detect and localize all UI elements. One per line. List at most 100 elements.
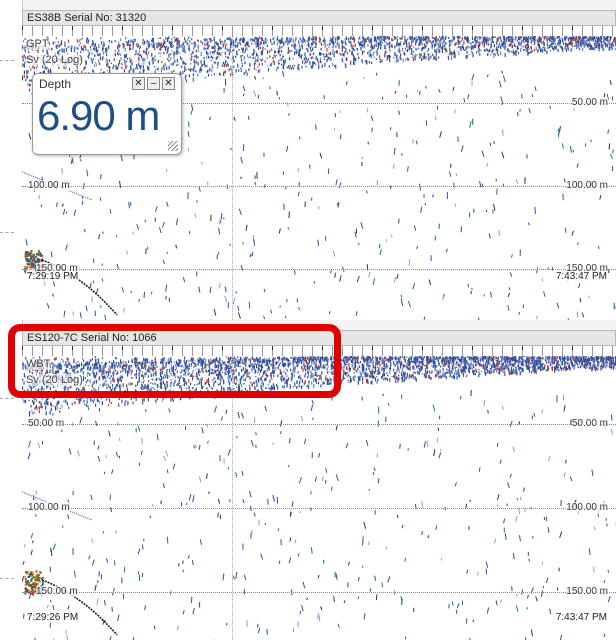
echo-mark [548, 36, 550, 40]
left-strip [0, 0, 23, 640]
echo-target [376, 180, 378, 186]
echo-mark [211, 74, 213, 76]
echo-mark [236, 51, 238, 55]
echo-target [269, 86, 271, 90]
echo-target [549, 105, 552, 109]
echo-target [443, 293, 445, 298]
echo-mark [397, 362, 399, 366]
echo-mark [379, 39, 381, 43]
echo-mark [132, 40, 134, 44]
echo-mark [301, 54, 303, 57]
echo-mark [417, 54, 419, 56]
echo-mark [197, 73, 199, 76]
echo-mark [341, 48, 343, 53]
echo-mark [77, 47, 79, 50]
echo-mark [79, 39, 81, 41]
echo-mark [125, 363, 127, 367]
echo-mark [36, 406, 38, 411]
echo-mark [342, 40, 344, 44]
echo-mark [540, 38, 542, 41]
echo-target [175, 218, 179, 226]
echogram-panel-es38b[interactable]: ES38B Serial No: 31320 GPT Sv (20 Log) 1… [22, 10, 616, 320]
echo-mark [369, 370, 371, 373]
echo-mark [560, 39, 562, 43]
echo-mark [377, 37, 379, 40]
echo-mark [421, 43, 423, 46]
echo-mark [177, 383, 179, 386]
echo-target [502, 129, 504, 136]
echo-mark [120, 38, 122, 42]
echo-target [467, 94, 470, 100]
echo-mark [248, 68, 250, 72]
echo-mark [99, 57, 101, 59]
echo-mark [118, 376, 121, 381]
echo-mark [126, 388, 129, 392]
echo-mark [568, 42, 570, 45]
echo-mark [47, 68, 49, 72]
echo-mark [220, 378, 222, 382]
echo-mark [42, 48, 44, 53]
echo-mark [186, 43, 188, 45]
echo-mark [273, 54, 275, 57]
echo-mark [313, 38, 315, 40]
echo-target [213, 308, 217, 316]
echo-mark [535, 370, 537, 375]
echo-mark [151, 43, 153, 46]
echo-mark [322, 40, 324, 43]
echo-mark [343, 53, 345, 57]
echo-target [378, 244, 381, 249]
echo-mark [481, 41, 483, 45]
echogram-view[interactable] [22, 10, 616, 320]
echo-mark [602, 365, 604, 367]
echo-mark [209, 52, 212, 55]
echo-mark [152, 387, 155, 389]
echo-target [138, 298, 141, 302]
echo-mark [489, 44, 491, 46]
echo-mark [129, 57, 131, 60]
echo-mark [193, 59, 195, 63]
echo-mark [431, 43, 433, 48]
echo-mark [527, 45, 529, 48]
echo-target [288, 211, 290, 219]
echo-mark [274, 55, 276, 58]
echo-target [128, 202, 130, 209]
echo-mark [424, 46, 427, 49]
echo-target [389, 127, 392, 131]
echo-mark [377, 42, 379, 45]
echo-mark [370, 38, 372, 43]
echo-mark [585, 39, 587, 42]
echo-target [242, 242, 244, 245]
echo-mark [604, 42, 606, 45]
echo-mark [259, 58, 261, 61]
echo-mark [90, 57, 92, 62]
echo-mark [396, 36, 398, 38]
echo-mark [72, 369, 74, 372]
echo-mark [257, 54, 259, 59]
echogram-view[interactable] [22, 330, 616, 640]
echo-mark [466, 362, 468, 364]
echo-mark [365, 379, 367, 383]
echo-mark [261, 58, 263, 61]
echo-mark [85, 61, 87, 65]
echo-mark [134, 54, 136, 56]
echo-mark [475, 43, 477, 48]
echo-target [405, 94, 408, 98]
echo-mark [565, 48, 568, 52]
echogram-panel-es120[interactable]: ES120-7C Serial No: 1066 WBT Sv (20 Log)… [22, 330, 616, 640]
echo-mark [59, 363, 61, 368]
echo-mark [498, 360, 500, 365]
echo-mark [261, 51, 263, 53]
echo-mark [174, 51, 176, 55]
echo-mark [51, 391, 53, 395]
echo-mark [358, 42, 361, 46]
echo-mark [614, 38, 616, 42]
echo-mark [415, 39, 418, 43]
echo-mark [224, 47, 226, 50]
echo-mark [152, 37, 154, 42]
echo-mark [321, 371, 323, 375]
echo-mark [484, 48, 486, 52]
echo-mark [333, 377, 335, 382]
echo-mark [384, 47, 386, 50]
echo-mark [350, 44, 352, 47]
echo-mark [76, 65, 78, 69]
